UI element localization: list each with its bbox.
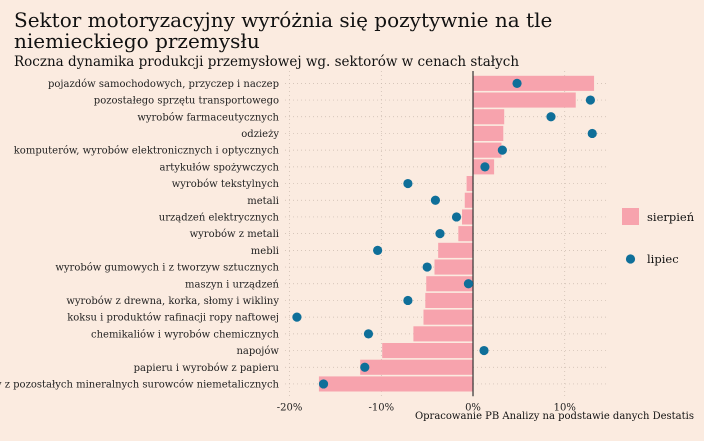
category-label: odzieży [241, 129, 279, 140]
data-point [512, 78, 522, 88]
x-tick-labels: -20% -10% 0% 10% [277, 402, 576, 413]
data-point [587, 128, 597, 139]
category-label: napojów [236, 346, 279, 357]
category-label: maszyn i urządzeń [185, 279, 280, 290]
legend-swatch-point [625, 254, 636, 264]
bar [464, 192, 474, 208]
bar [360, 359, 474, 375]
bar [473, 142, 502, 158]
category-label: pojazdów samochodowych, przyczep i nacze… [48, 79, 279, 90]
legend-label-bar: sierpień [647, 210, 695, 224]
bar [382, 343, 474, 359]
bar [473, 92, 576, 108]
data-point [451, 212, 462, 222]
bar [466, 176, 474, 192]
category-label: komputerów, wyrobów elektronicznych i op… [14, 146, 280, 157]
chart-subtitle: Roczna dynamika produkcji przemysłowej w… [14, 54, 520, 70]
category-label: pozostałego sprzętu transportowego [94, 96, 279, 107]
bar [426, 276, 474, 292]
chart-title: Sektor motoryzacyjny wyróżnia się pozyty… [14, 8, 553, 53]
category-label: papieru i wyrobów z papieru [134, 363, 280, 374]
x-tick-label: 0% [465, 402, 481, 413]
data-point [585, 95, 596, 105]
source-caption: Opracowanie PB Analizy na podstawie dany… [414, 411, 694, 422]
bar [423, 309, 474, 325]
data-point [463, 279, 474, 289]
category-label: wyrobów z drewna, korka, słomy i wikliny [66, 296, 279, 307]
bar [438, 242, 474, 258]
category-label: metali [247, 196, 279, 207]
category-label: wyrobów farmaceutycznych [137, 112, 279, 123]
data-point [373, 245, 383, 255]
data-point [292, 312, 302, 322]
legend-swatch-bar [622, 208, 639, 225]
bar [434, 259, 474, 275]
bar [318, 376, 474, 392]
bar [413, 326, 474, 342]
data-point [360, 362, 370, 372]
bar [473, 109, 505, 125]
category-label: wyrobów tekstylnych [172, 179, 280, 190]
data-point [497, 145, 507, 155]
data-point [403, 178, 413, 189]
x-tick-label: 10% [554, 402, 576, 413]
point-series [292, 78, 597, 389]
data-point [363, 329, 374, 339]
bar [473, 75, 595, 91]
category-label: urządzeń elektrycznych [159, 212, 280, 223]
x-tick-label: -20% [277, 402, 303, 413]
bar [425, 292, 474, 308]
category-label: wyrobów z pozostałych mineralnych surowc… [0, 379, 280, 390]
data-point [435, 229, 445, 239]
bar [462, 209, 474, 225]
category-label: chemikaliów i wyrobów chemicznych [91, 329, 280, 340]
legend: sierpień lipiec [622, 208, 695, 266]
category-labels: pojazdów samochodowych, przyczep i nacze… [0, 79, 280, 391]
data-point [546, 112, 556, 122]
data-point [403, 295, 413, 306]
bar-series [318, 75, 595, 392]
legend-label-point: lipiec [647, 252, 679, 266]
category-label: koksu i produktów rafinacji ropy naftowe… [67, 313, 279, 324]
data-point [422, 262, 432, 272]
data-point [430, 195, 441, 205]
bar [458, 226, 474, 242]
data-point [480, 162, 490, 172]
category-label: artykułów spożywczych [159, 162, 279, 173]
x-tick-label: -10% [368, 402, 394, 413]
category-label: wyrobów z metali [190, 229, 279, 240]
data-point [479, 345, 489, 356]
bar [473, 125, 504, 141]
category-label: mebli [251, 246, 279, 257]
category-label: wyrobów gumowych i z tworzyw sztucznych [55, 263, 279, 274]
data-point [318, 379, 329, 389]
